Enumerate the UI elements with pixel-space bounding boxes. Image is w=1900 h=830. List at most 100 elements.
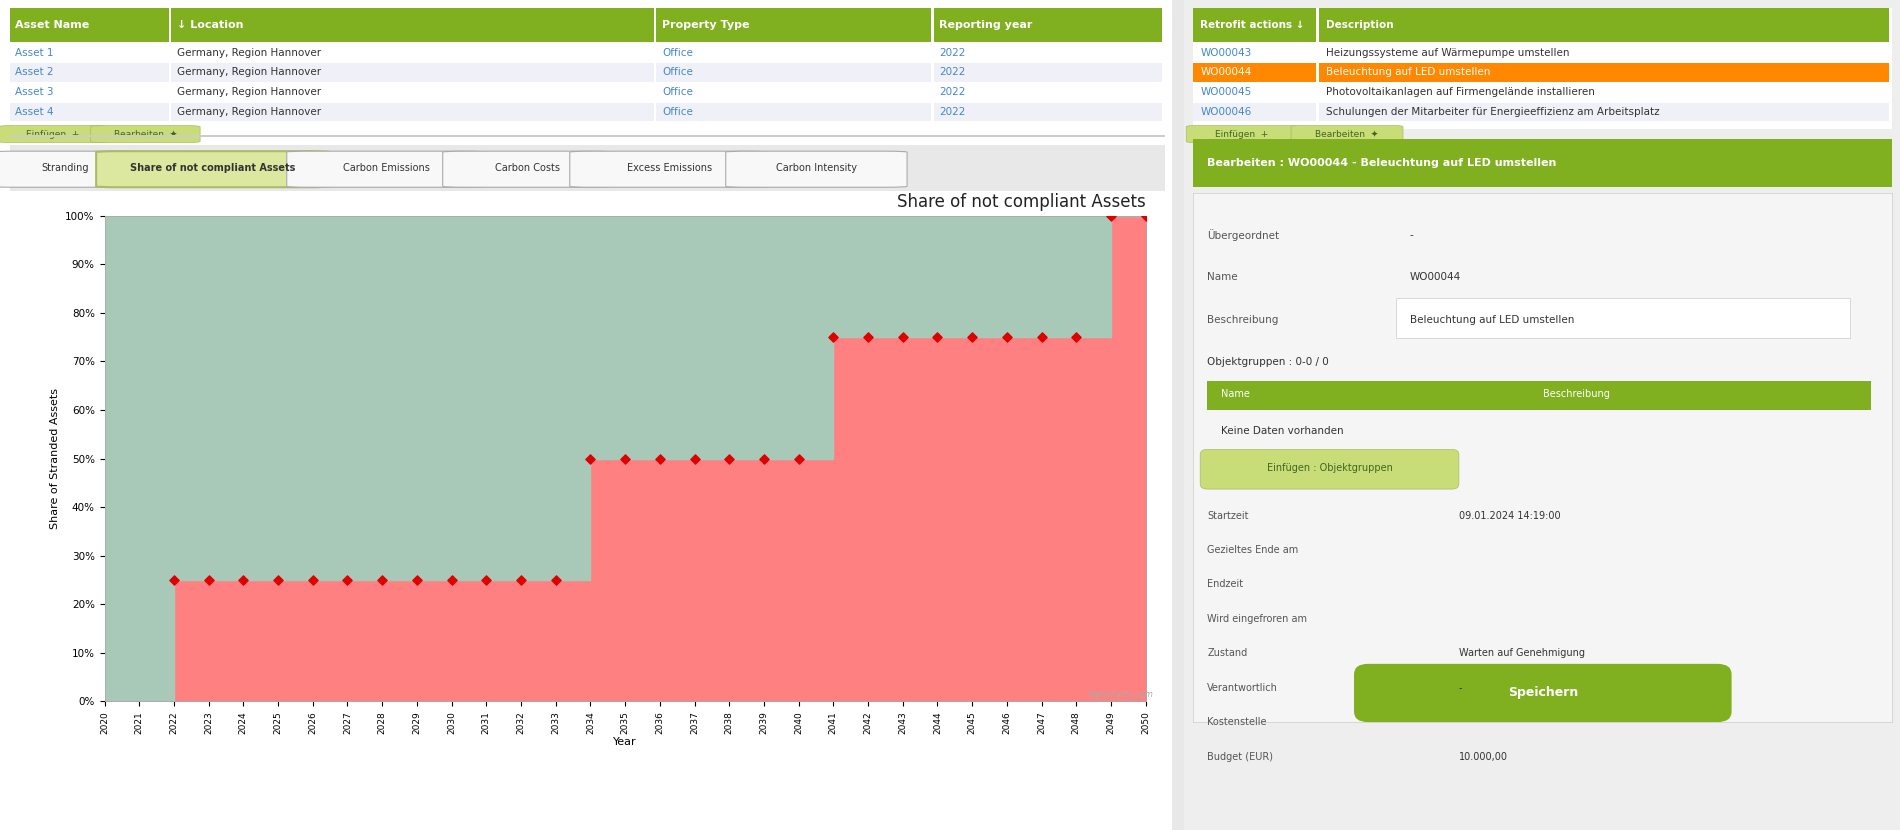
Point xyxy=(1096,209,1127,222)
Text: Bearbeiten : WO00044 - Beleuchtung auf LED umstellen: Bearbeiten : WO00044 - Beleuchtung auf L… xyxy=(1206,158,1556,168)
Text: Verantwortlich: Verantwortlich xyxy=(1206,683,1279,693)
Point xyxy=(819,330,849,344)
Text: WO00045: WO00045 xyxy=(1201,87,1252,97)
Point xyxy=(922,330,952,344)
Text: Beschreibung: Beschreibung xyxy=(1543,388,1609,398)
FancyBboxPatch shape xyxy=(1319,83,1889,101)
FancyBboxPatch shape xyxy=(656,83,931,101)
Text: WO00043: WO00043 xyxy=(1201,47,1252,57)
FancyBboxPatch shape xyxy=(97,151,329,188)
Text: Zustand: Zustand xyxy=(1206,648,1248,658)
Text: ↓ Location: ↓ Location xyxy=(177,20,243,30)
Point xyxy=(505,574,536,587)
FancyBboxPatch shape xyxy=(1201,449,1459,489)
Text: Gezieltes Ende am: Gezieltes Ende am xyxy=(1206,545,1298,555)
Text: Speichern: Speichern xyxy=(1509,686,1577,700)
FancyBboxPatch shape xyxy=(1319,8,1889,42)
FancyBboxPatch shape xyxy=(171,43,654,62)
Text: Share of not compliant Assets: Share of not compliant Assets xyxy=(897,193,1146,212)
Text: Office: Office xyxy=(663,107,693,117)
FancyBboxPatch shape xyxy=(1193,63,1315,81)
Text: Budget (EUR): Budget (EUR) xyxy=(1206,751,1273,761)
FancyBboxPatch shape xyxy=(1193,43,1315,62)
Point xyxy=(680,452,711,465)
FancyBboxPatch shape xyxy=(1206,380,1872,410)
FancyBboxPatch shape xyxy=(1292,125,1402,143)
Text: Office: Office xyxy=(663,67,693,77)
Point xyxy=(194,574,224,587)
Text: Carbon Intensity: Carbon Intensity xyxy=(775,163,857,173)
Text: Einfügen  +: Einfügen + xyxy=(1216,129,1269,139)
Point xyxy=(437,574,467,587)
FancyBboxPatch shape xyxy=(1186,125,1298,143)
Text: Asset 3: Asset 3 xyxy=(15,87,53,97)
Text: Property Type: Property Type xyxy=(663,20,750,30)
FancyBboxPatch shape xyxy=(933,43,1163,62)
Point xyxy=(887,330,918,344)
Text: Wird eingefroren am: Wird eingefroren am xyxy=(1206,614,1307,624)
FancyBboxPatch shape xyxy=(656,43,931,62)
Text: Einfügen  +: Einfügen + xyxy=(27,129,80,139)
FancyBboxPatch shape xyxy=(10,103,169,121)
FancyBboxPatch shape xyxy=(171,8,654,42)
FancyBboxPatch shape xyxy=(933,8,1163,42)
Point xyxy=(1130,209,1161,222)
Text: WO00044: WO00044 xyxy=(1410,272,1461,282)
FancyBboxPatch shape xyxy=(443,151,612,188)
Text: Carbon Emissions: Carbon Emissions xyxy=(342,163,429,173)
Text: Asset 4: Asset 4 xyxy=(15,107,53,117)
FancyBboxPatch shape xyxy=(10,63,169,81)
Text: Carbon Costs: Carbon Costs xyxy=(496,163,560,173)
FancyBboxPatch shape xyxy=(1193,83,1315,101)
FancyBboxPatch shape xyxy=(933,63,1163,81)
FancyBboxPatch shape xyxy=(1319,103,1889,121)
Point xyxy=(471,574,502,587)
Text: Endzeit: Endzeit xyxy=(1206,579,1243,589)
FancyBboxPatch shape xyxy=(656,8,931,42)
Point xyxy=(228,574,258,587)
Text: Beleuchtung auf LED umstellen: Beleuchtung auf LED umstellen xyxy=(1410,315,1575,325)
Text: Keine Daten vorhanden: Keine Daten vorhanden xyxy=(1222,426,1343,436)
FancyBboxPatch shape xyxy=(171,63,654,81)
FancyBboxPatch shape xyxy=(933,103,1163,121)
Point xyxy=(367,574,397,587)
FancyBboxPatch shape xyxy=(171,103,654,121)
Point xyxy=(783,452,813,465)
Text: 2022: 2022 xyxy=(939,47,965,57)
Text: Übergeordnet: Übergeordnet xyxy=(1206,229,1279,241)
Point xyxy=(540,574,570,587)
Text: Germany, Region Hannover: Germany, Region Hannover xyxy=(177,107,321,117)
Point xyxy=(1060,330,1091,344)
Text: Name: Name xyxy=(1222,388,1250,398)
Point xyxy=(160,574,190,587)
Text: Warten auf Genehmigung: Warten auf Genehmigung xyxy=(1459,648,1585,658)
Text: Retrofit actions ↓: Retrofit actions ↓ xyxy=(1201,20,1305,30)
Text: Einfügen : Objektgruppen: Einfügen : Objektgruppen xyxy=(1267,463,1393,473)
Text: Schulungen der Mitarbeiter für Energieeffizienz am Arbeitsplatz: Schulungen der Mitarbeiter für Energieef… xyxy=(1326,107,1661,117)
FancyBboxPatch shape xyxy=(1355,664,1731,722)
FancyBboxPatch shape xyxy=(570,151,768,188)
Legend: Stranded, Non-Stranded: Stranded, Non-Stranded xyxy=(467,828,678,830)
Text: 2022: 2022 xyxy=(939,67,965,77)
Point xyxy=(298,574,329,587)
FancyBboxPatch shape xyxy=(10,8,169,42)
Text: Photovoltaikanlagen auf Firmengelände installieren: Photovoltaikanlagen auf Firmengelände in… xyxy=(1326,87,1594,97)
Y-axis label: Share of Stranded Assets: Share of Stranded Assets xyxy=(49,388,59,529)
Text: Office: Office xyxy=(663,87,693,97)
Text: Highcharts.com: Highcharts.com xyxy=(1087,690,1153,699)
FancyBboxPatch shape xyxy=(656,63,931,81)
Point xyxy=(992,330,1022,344)
Text: Share of not compliant Assets: Share of not compliant Assets xyxy=(129,163,296,173)
Point xyxy=(576,452,606,465)
X-axis label: Year: Year xyxy=(614,737,637,747)
Point xyxy=(1026,330,1056,344)
Text: Kostenstelle: Kostenstelle xyxy=(1206,717,1267,727)
Text: Germany, Region Hannover: Germany, Region Hannover xyxy=(177,67,321,77)
Point xyxy=(853,330,884,344)
Text: -: - xyxy=(1459,683,1463,693)
Text: -: - xyxy=(1410,230,1414,240)
FancyBboxPatch shape xyxy=(726,151,906,188)
FancyBboxPatch shape xyxy=(933,83,1163,101)
FancyBboxPatch shape xyxy=(1319,63,1889,81)
Point xyxy=(749,452,779,465)
